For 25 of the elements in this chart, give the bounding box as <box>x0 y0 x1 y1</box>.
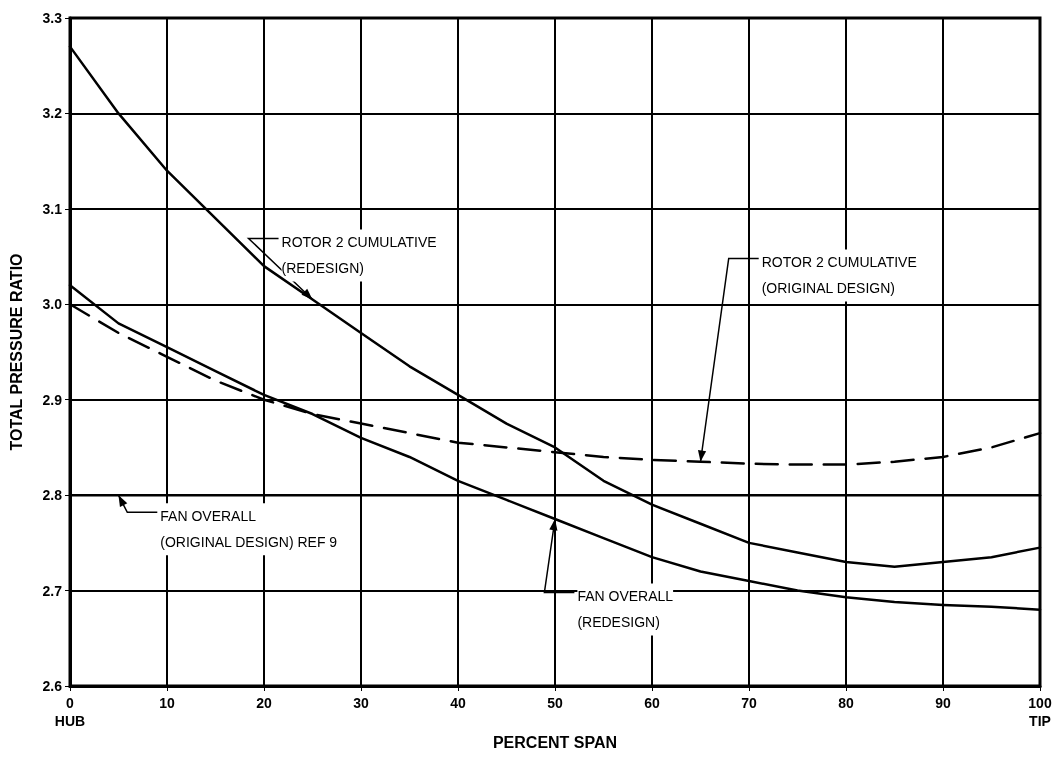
x-tick-label: 0 HUB <box>54 695 86 729</box>
y-tick-label: 3.0 <box>42 296 63 313</box>
y-tick-label: 3.1 <box>42 200 63 217</box>
x-tick-label: 90 <box>935 695 951 711</box>
y-tick-label: 3.2 <box>42 105 63 122</box>
x-tick-label: 40 <box>450 695 466 711</box>
series-label: FAN OVERALL (ORIGINAL DESIGN) REF 9 <box>160 508 338 551</box>
y-tick-label: 2.6 <box>42 678 63 694</box>
x-tick-label: 30 <box>353 695 369 711</box>
x-tick-label: 80 <box>838 695 854 711</box>
y-tick-label: 2.8 <box>42 487 63 504</box>
x-tick-label: 100 TIP <box>1028 695 1052 729</box>
series-label: FAN OVERALL (REDESIGN) <box>577 588 674 631</box>
series-label: ROTOR 2 CUMULATIVE (REDESIGN) <box>281 234 437 277</box>
y-tick-label: 2.7 <box>42 582 63 599</box>
x-tick-label: 70 <box>741 695 757 711</box>
x-axis-title: PERCENT SPAN <box>492 734 618 752</box>
x-tick-label: 10 <box>159 695 175 711</box>
x-tick-label: 60 <box>644 695 660 711</box>
y-axis-title: TOTAL PRESSURE RATIO <box>7 253 25 451</box>
y-tick-label: 2.9 <box>42 391 63 408</box>
y-tick-label: 3.3 <box>42 10 63 26</box>
text: ROTOR 2 CUMULATIVE (ORIGINAL DESIGN) <box>761 254 917 297</box>
x-tick-label: 20 <box>256 695 272 711</box>
x-tick-label: 50 <box>547 695 563 711</box>
